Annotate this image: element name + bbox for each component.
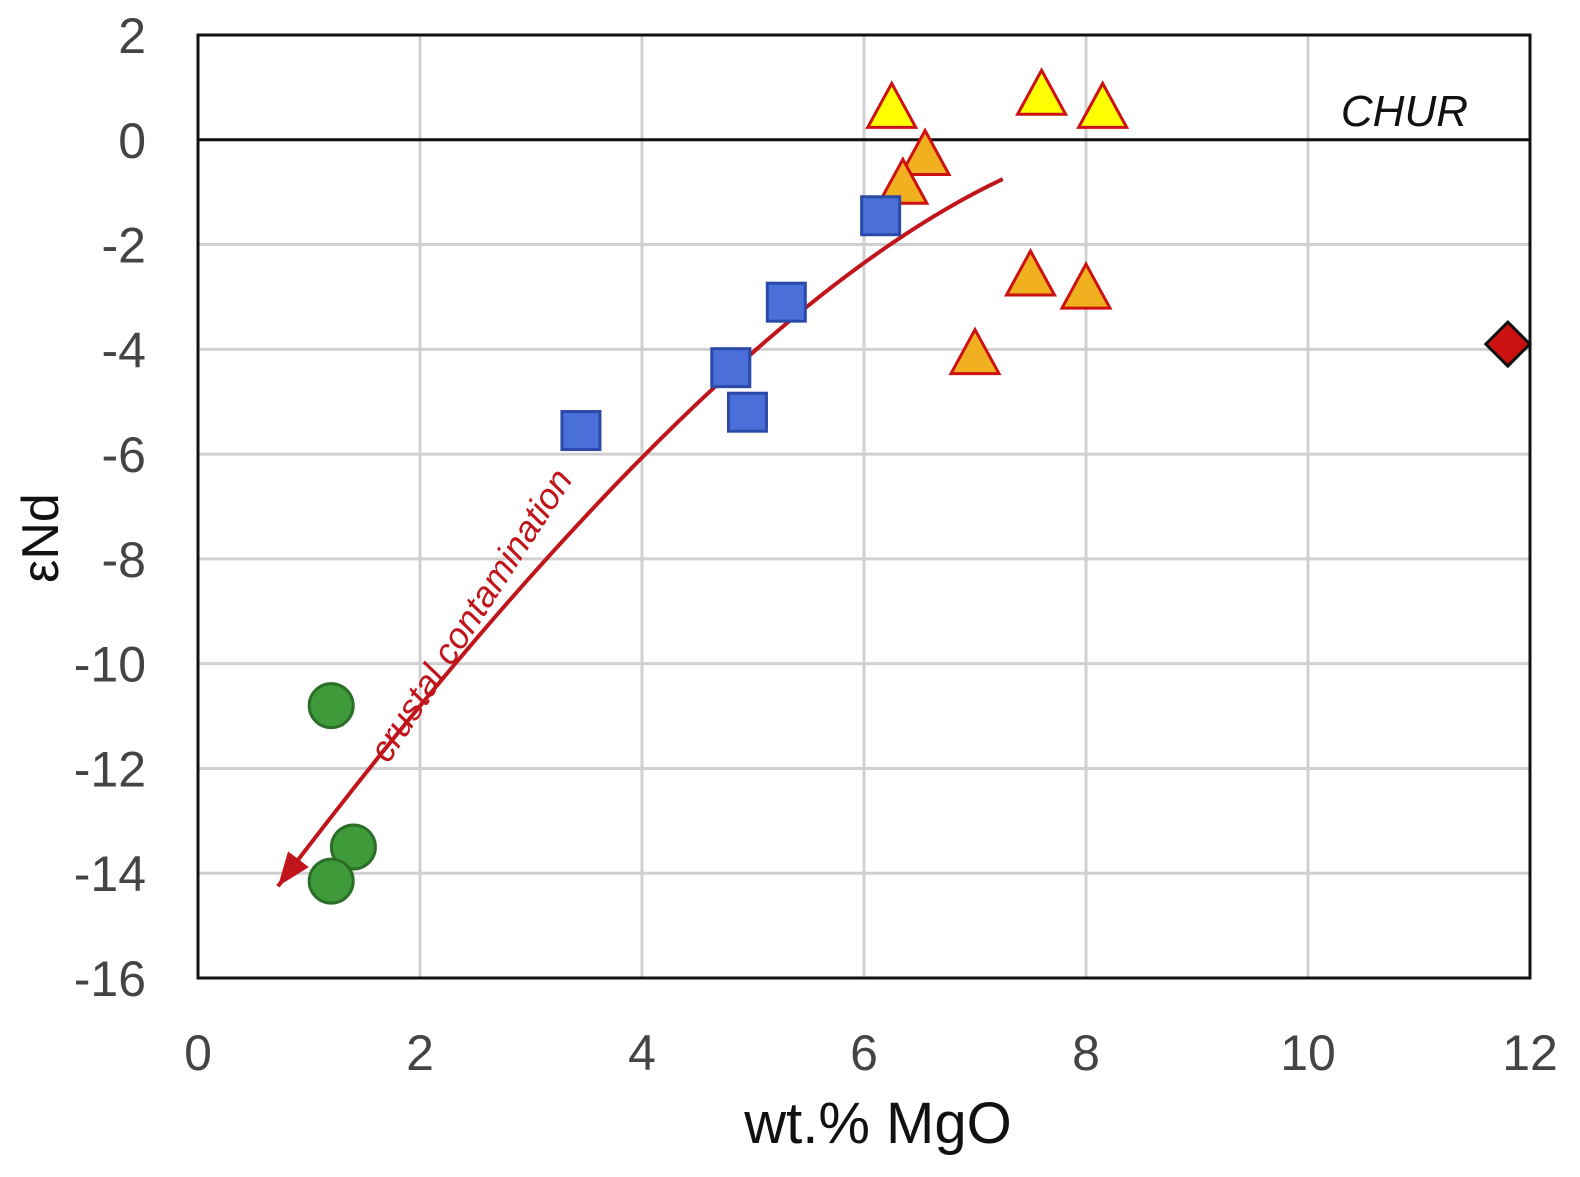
y-tick-label: -16	[74, 951, 146, 1007]
square-point	[765, 281, 807, 323]
square-point	[726, 391, 768, 433]
chur-label: CHUR	[1341, 87, 1468, 136]
triangle-point	[865, 80, 919, 129]
y-tick-label: 0	[118, 113, 146, 169]
square-point	[560, 410, 602, 452]
crustal-contamination-label: crustal contamination	[361, 461, 581, 769]
plot-frame	[196, 33, 1532, 980]
y-tick-label: -4	[102, 322, 146, 378]
triangle-point	[1003, 247, 1058, 297]
y-tick-label: -10	[74, 637, 146, 693]
gridlines	[198, 35, 1530, 978]
square-point	[860, 195, 902, 237]
data-points	[307, 67, 1532, 905]
y-tick-labels: 2 0 -2 -4 -6 -8 -10 -12 -14 -16	[74, 8, 146, 1007]
triangle-point	[1059, 260, 1113, 310]
triangle-point	[1015, 67, 1069, 116]
x-axis-title: wt.% MgO	[743, 1091, 1012, 1156]
y-tick-label: -14	[74, 846, 146, 902]
y-axis-title: εNd	[12, 493, 70, 583]
contamination-arrow-head	[277, 851, 309, 887]
y-tick-label: -6	[102, 427, 146, 483]
y-tick-label: -8	[102, 532, 146, 588]
triangle-point	[898, 127, 952, 176]
x-tick-label: 0	[184, 1025, 212, 1081]
triangle-point	[948, 326, 1002, 376]
y-tick-label: 2	[118, 8, 146, 64]
circle-point	[307, 857, 355, 905]
diamond-point	[1483, 319, 1532, 369]
x-tick-label: 2	[406, 1025, 434, 1081]
circle-point	[329, 823, 377, 871]
contamination-arrow-curve	[276, 177, 1004, 888]
circle-point	[307, 682, 355, 730]
triangle-point	[876, 156, 930, 205]
y-tick-label: -2	[102, 218, 146, 274]
y-tick-label: -12	[74, 741, 146, 797]
x-tick-labels: 0 2 4 6 8 10 12	[184, 1025, 1558, 1081]
crustal-contamination-arrow	[276, 177, 1004, 888]
x-tick-label: 10	[1280, 1025, 1336, 1081]
triangle-point	[1076, 80, 1130, 129]
x-tick-label: 4	[628, 1025, 656, 1081]
x-tick-label: 8	[1072, 1025, 1100, 1081]
x-tick-label: 12	[1502, 1025, 1558, 1081]
x-tick-label: 6	[850, 1025, 878, 1081]
square-point	[710, 347, 752, 389]
